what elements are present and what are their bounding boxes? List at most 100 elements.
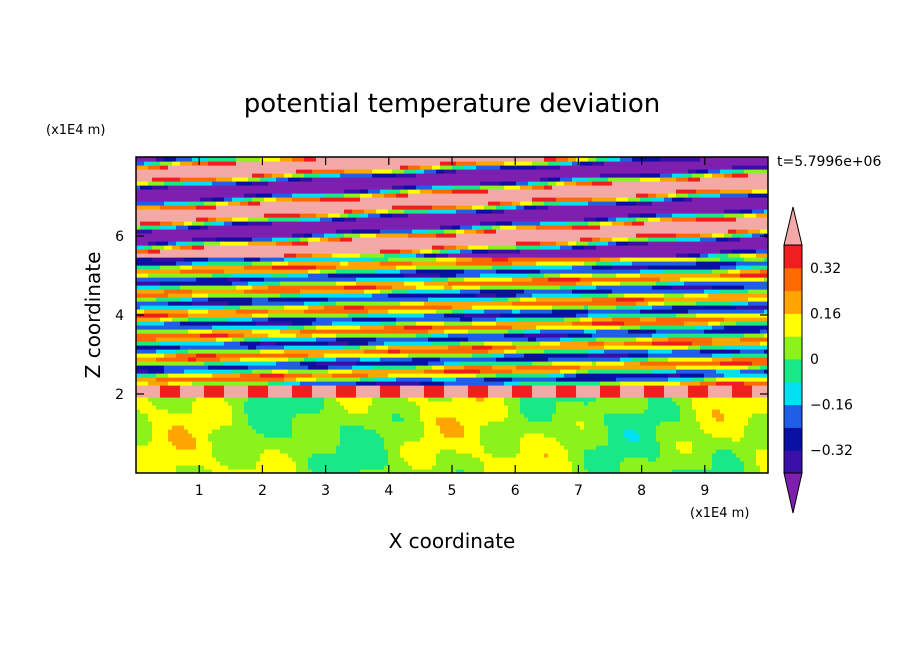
heatmap-cell (444, 369, 481, 374)
heatmap-cell (444, 385, 469, 390)
heatmap-cell (712, 341, 761, 346)
heatmap-cell (344, 345, 361, 350)
heatmap-cell (368, 213, 381, 218)
heatmap-cell (276, 197, 293, 202)
heatmap-cell (136, 361, 205, 366)
heatmap-cell (596, 217, 609, 222)
heatmap-cell (744, 333, 765, 338)
heatmap-cell (380, 393, 401, 398)
heatmap-cell (440, 165, 453, 170)
heatmap-cell (640, 309, 689, 314)
heatmap-cell (580, 277, 661, 282)
heatmap-cell (356, 281, 405, 286)
heatmap-cell (136, 229, 153, 234)
heatmap-cell (648, 301, 665, 306)
heatmap-cell (472, 317, 497, 322)
heatmap-cell (492, 209, 505, 214)
heatmap-cell (188, 357, 197, 362)
heatmap-cell (232, 281, 249, 286)
heatmap-cell (464, 365, 493, 370)
heatmap-cell (432, 465, 485, 470)
heatmap-cell (712, 357, 733, 362)
heatmap-cell (560, 441, 609, 446)
heatmap-cell (588, 305, 617, 310)
heatmap-cell (228, 333, 245, 338)
heatmap-cell (444, 361, 461, 366)
heatmap-cell (376, 429, 425, 434)
heatmap-cell (384, 193, 397, 198)
heatmap-cell (160, 281, 233, 286)
heatmap-cell (136, 353, 165, 358)
heatmap-cell (676, 369, 717, 374)
heatmap-cell (384, 437, 421, 442)
heatmap-cell (616, 197, 629, 202)
heatmap-cell (168, 373, 213, 378)
heatmap-cell (344, 405, 369, 410)
heatmap-cell (480, 185, 505, 190)
heatmap-cell (196, 441, 213, 446)
heatmap-cell (516, 453, 545, 458)
heatmap-cell (612, 289, 705, 294)
heatmap-cell (344, 305, 365, 310)
heatmap-cell (484, 229, 497, 234)
heatmap-cell (456, 257, 473, 262)
heatmap-cell (604, 421, 661, 426)
heatmap-cell (312, 373, 333, 378)
heatmap-cell (160, 161, 173, 166)
heatmap-cell (692, 401, 768, 406)
heatmap-cell (500, 165, 537, 170)
heatmap-cell (320, 409, 349, 414)
heatmap-cell (348, 313, 369, 318)
heatmap-cell (648, 193, 657, 198)
heatmap-cell (344, 233, 361, 238)
heatmap-cell (168, 241, 177, 246)
heatmap-cell (712, 233, 725, 238)
heatmap-cell (140, 185, 153, 190)
heatmap-cell (612, 261, 633, 266)
heatmap-cell (204, 465, 229, 470)
heatmap-cell (464, 165, 477, 170)
heatmap-cell (432, 245, 445, 250)
heatmap-cell (196, 397, 225, 402)
heatmap-cell (376, 381, 421, 386)
heatmap-cell (512, 309, 521, 314)
heatmap-cell (328, 273, 405, 278)
heatmap-cell (208, 157, 237, 162)
heatmap-cell (508, 405, 521, 410)
heatmap-cell (136, 193, 245, 198)
heatmap-cell (504, 417, 529, 422)
heatmap-cell (456, 377, 485, 382)
heatmap-cell (344, 285, 377, 290)
heatmap-cell (136, 405, 157, 410)
heatmap-cell (268, 217, 301, 222)
heatmap-cell (136, 309, 145, 314)
heatmap-cell (540, 341, 561, 346)
heatmap-cell (612, 221, 625, 226)
heatmap-cell (672, 305, 737, 310)
heatmap-cell (740, 437, 768, 442)
heatmap-cell (232, 409, 245, 414)
heatmap-cell (268, 389, 293, 394)
heatmap-cell (136, 189, 345, 194)
heatmap-cell (516, 225, 537, 230)
heatmap-cell (616, 297, 645, 302)
heatmap-cell (204, 361, 225, 366)
heatmap-cell (264, 449, 281, 454)
heatmap-cell (444, 389, 469, 394)
heatmap-cell (444, 169, 457, 174)
heatmap-cell (520, 445, 565, 450)
heatmap-cell (524, 413, 553, 418)
heatmap-cell (520, 185, 533, 190)
heatmap-cell (264, 173, 273, 178)
heatmap-cell (592, 237, 601, 242)
heatmap-cell (732, 353, 768, 358)
heatmap-cell (536, 181, 549, 186)
x-axis-label: X coordinate (389, 529, 516, 553)
heatmap-cell (444, 229, 457, 234)
heatmap-cell (168, 293, 193, 298)
heatmap-cell (388, 209, 405, 214)
heatmap-cell (460, 421, 489, 426)
heatmap-cell (224, 397, 249, 402)
heatmap-cell (644, 385, 665, 390)
